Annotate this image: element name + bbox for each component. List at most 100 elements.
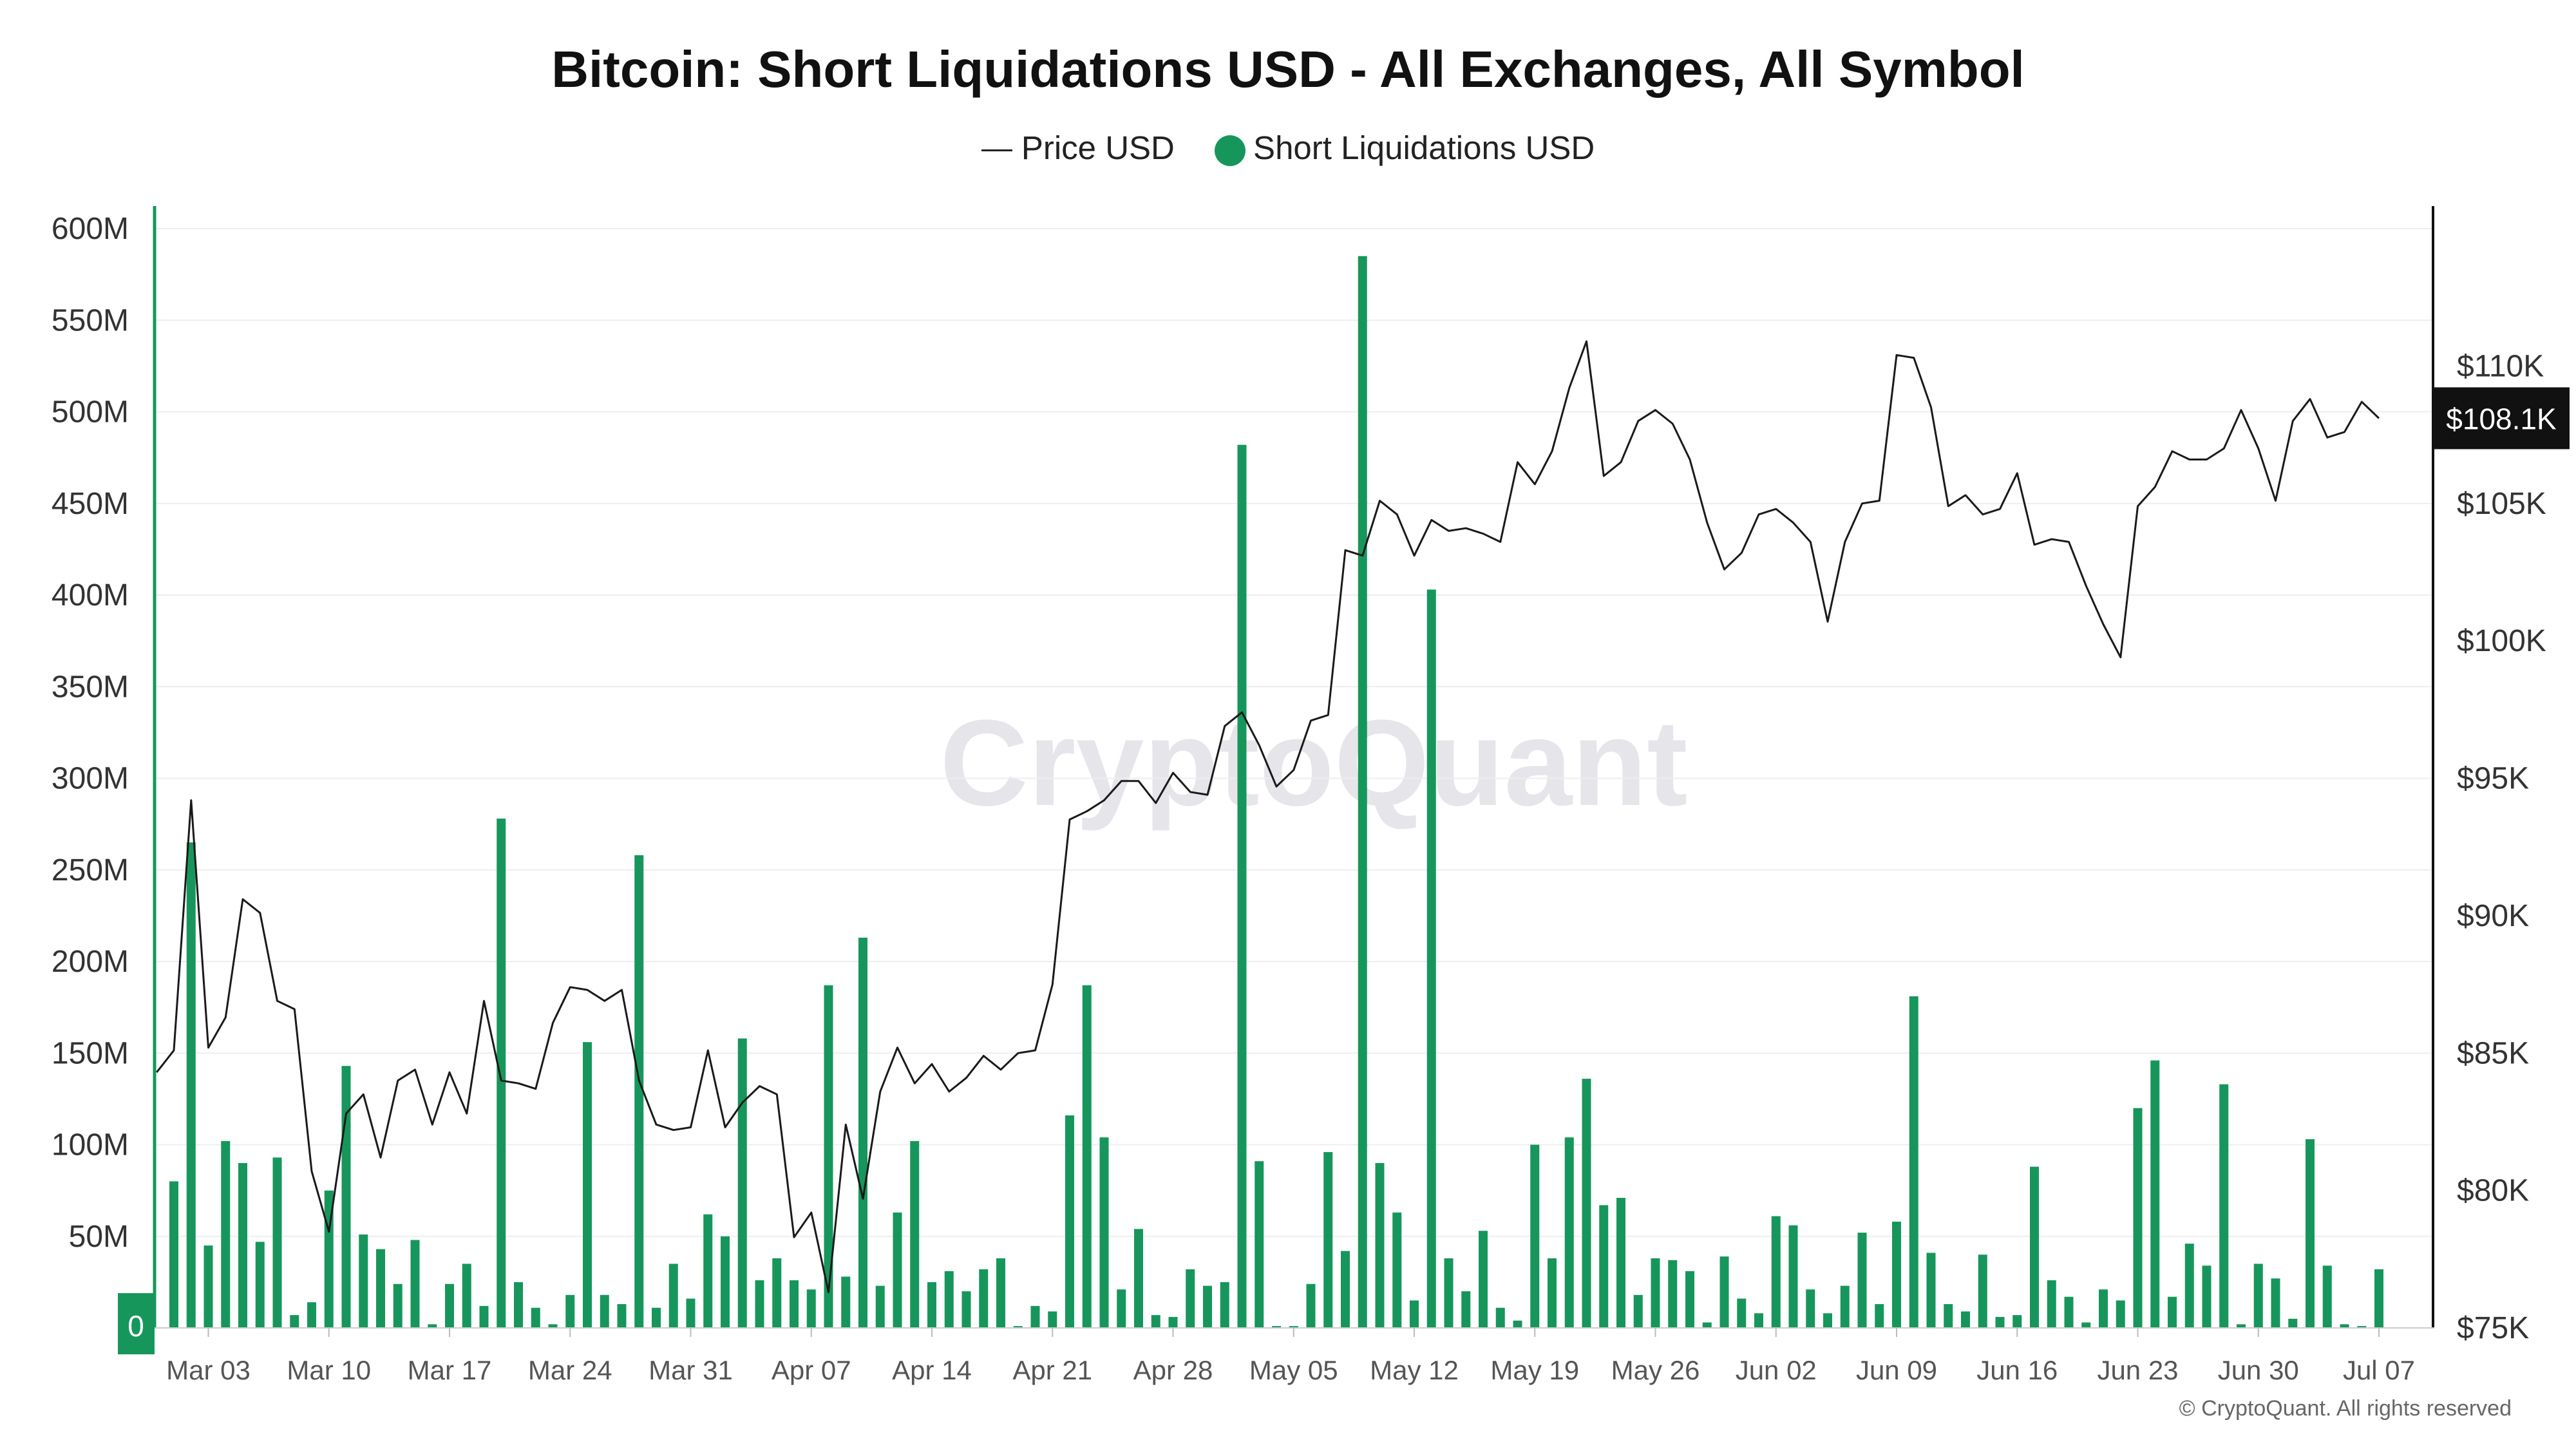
liquidation-bar: [910, 1141, 920, 1328]
liquidation-bar: [2202, 1265, 2211, 1328]
liquidation-bar: [875, 1285, 885, 1328]
liquidation-bar: [806, 1289, 816, 1328]
liquidation-bar: [1306, 1283, 1316, 1328]
gridlines: [155, 228, 2434, 1237]
liquidation-bar: [531, 1307, 540, 1328]
legend-label-liquidations: Short Liquidations USD: [1253, 129, 1595, 167]
liquidation-bar: [893, 1212, 902, 1328]
liquidation-bar: [2288, 1318, 2298, 1328]
liquidation-bar: [410, 1240, 420, 1328]
liquidation-bar: [1702, 1322, 1712, 1328]
dot-swatch-icon: [1215, 135, 1246, 166]
left-tick-label: 50M: [69, 1220, 129, 1254]
liquidation-bar: [2012, 1315, 2022, 1328]
x-tick-label: Jun 23: [2097, 1355, 2178, 1385]
liquidation-bar: [1857, 1233, 1867, 1328]
watermark: CryptoQuant: [940, 695, 1687, 831]
liquidation-bar: [272, 1157, 282, 1328]
liquidation-bar: [238, 1162, 247, 1328]
left-tick-label: 600M: [52, 212, 129, 246]
liquidation-bar: [721, 1236, 730, 1328]
x-tick-label: Jun 09: [1856, 1355, 1937, 1385]
liquidation-bar: [2099, 1289, 2108, 1328]
x-tick-label: Mar 31: [649, 1355, 733, 1385]
liquidation-bar: [1065, 1115, 1074, 1328]
bar-series: [169, 256, 2383, 1329]
liquidation-bar: [255, 1242, 265, 1328]
liquidation-bar: [1134, 1229, 1143, 1328]
left-tick-label: 500M: [52, 395, 129, 430]
liquidation-bar: [1875, 1304, 1884, 1328]
liquidation-bar: [2133, 1108, 2143, 1328]
left-tick-label: 300M: [52, 762, 129, 796]
liquidation-bar: [1341, 1251, 1350, 1328]
liquidation-bar: [772, 1258, 782, 1328]
liquidation-bar: [393, 1283, 402, 1328]
liquidation-bar: [1582, 1079, 1591, 1328]
x-tick-label: Jul 07: [2343, 1355, 2415, 1385]
liquidation-bar: [944, 1271, 954, 1328]
x-tick-label: Mar 03: [166, 1355, 251, 1385]
liquidation-bar: [2237, 1324, 2246, 1328]
left-tick-label: 100M: [52, 1128, 129, 1162]
liquidation-bar: [790, 1280, 799, 1328]
liquidation-bar: [1461, 1291, 1471, 1328]
liquidation-bar: [204, 1245, 213, 1328]
right-tick-label: $100K: [2457, 624, 2546, 658]
liquidation-bar: [1771, 1216, 1781, 1328]
liquidation-bar: [2271, 1278, 2280, 1328]
liquidation-bar: [1168, 1316, 1178, 1328]
liquidation-bar: [1651, 1258, 1660, 1328]
liquidation-bar: [1392, 1212, 1402, 1328]
liquidation-bar: [2168, 1296, 2177, 1328]
x-tick-label: Mar 10: [287, 1355, 371, 1385]
x-tick-label: Apr 14: [892, 1355, 972, 1385]
liquidation-bar: [1840, 1285, 1850, 1328]
liquidation-bar: [2081, 1322, 2091, 1328]
liquidation-bar: [1203, 1285, 1212, 1328]
liquidation-bar: [1255, 1161, 1264, 1328]
liquidation-bar: [479, 1305, 489, 1328]
liquidation-bar: [1530, 1144, 1540, 1328]
liquidation-bar: [1289, 1326, 1298, 1328]
x-tick-label: Apr 21: [1012, 1355, 1092, 1385]
left-tick-label: 400M: [52, 578, 129, 612]
liquidation-bar: [1237, 444, 1247, 1329]
right-tick-label: $110K: [2457, 349, 2544, 383]
liquidation-bar: [1375, 1162, 1385, 1328]
liquidation-bar: [514, 1282, 523, 1328]
liquidation-bar: [169, 1181, 178, 1328]
x-tick-label: Apr 07: [772, 1355, 851, 1385]
liquidation-bar: [2340, 1324, 2349, 1328]
liquidation-bar: [841, 1276, 851, 1328]
legend-item-liquidations[interactable]: Short Liquidations USD: [1215, 129, 1595, 167]
liquidation-bar: [428, 1324, 437, 1328]
x-tick-label: May 19: [1490, 1355, 1579, 1385]
legend-item-price[interactable]: Price USD: [981, 129, 1175, 167]
liquidation-bar: [1737, 1298, 1747, 1328]
liquidation-bar: [1564, 1137, 1574, 1328]
liquidation-bar: [1599, 1205, 1609, 1328]
chart-title: Bitcoin: Short Liquidations USD - All Ex…: [551, 41, 2025, 98]
liquidation-bar: [1513, 1320, 1522, 1328]
liquidation-bar: [1048, 1311, 1057, 1328]
liquidation-bar: [565, 1294, 575, 1328]
liquidation-bar: [1082, 985, 1092, 1328]
liquidation-bar: [2219, 1084, 2229, 1328]
copyright-notice: © CryptoQuant. All rights reserved: [2179, 1396, 2512, 1421]
liquidation-bar: [2306, 1139, 2315, 1328]
right-tick-label: $80K: [2457, 1174, 2529, 1208]
right-value-tag-label: $108.1K: [2446, 402, 2557, 435]
liquidation-bar: [2322, 1265, 2332, 1328]
liquidation-bar: [1358, 256, 1367, 1328]
left-tick-label: 200M: [52, 945, 129, 979]
x-tick-label: May 12: [1370, 1355, 1459, 1385]
x-tick-label: Jun 30: [2218, 1355, 2299, 1385]
left-value-tag-label: 0: [128, 1309, 144, 1343]
liquidation-bar: [2030, 1166, 2039, 1328]
liquidation-bar: [1495, 1307, 1505, 1328]
liquidation-bar: [1186, 1269, 1195, 1328]
price-line: [156, 340, 2380, 1293]
legend-label-price: Price USD: [1021, 129, 1175, 167]
liquidation-bar: [1909, 996, 1918, 1328]
